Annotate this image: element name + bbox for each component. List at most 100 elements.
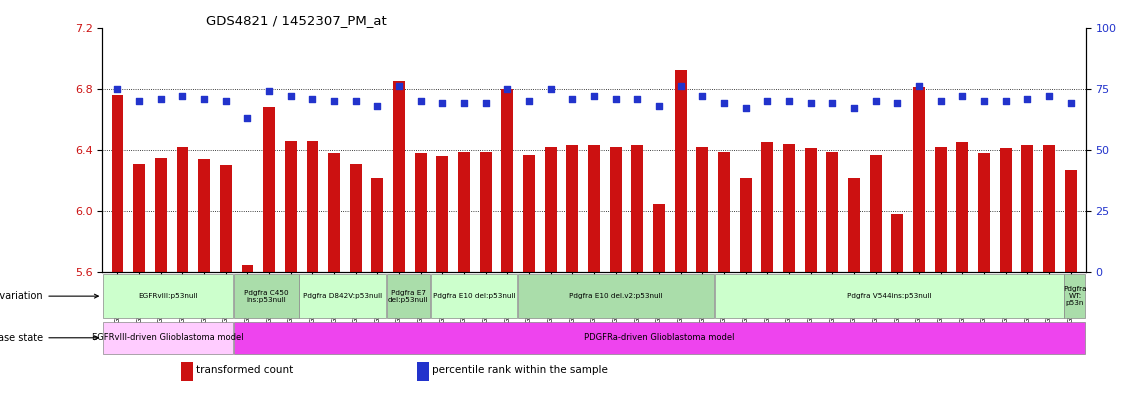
Bar (545, 147, 557, 272)
Point (866, 98, 885, 104)
Bar (848, 178, 860, 272)
Bar (431, 274, 517, 318)
Point (304, 95, 322, 102)
Point (196, 95, 214, 102)
Bar (176, 147, 189, 272)
Text: Pdgfra V544ins:p53null: Pdgfra V544ins:p53null (847, 293, 931, 299)
Bar (350, 164, 362, 272)
Bar (1043, 145, 1055, 272)
Bar (307, 141, 318, 272)
Point (1062, 100, 1080, 107)
Text: GDS4821 / 1452307_PM_at: GDS4821 / 1452307_PM_at (206, 15, 387, 28)
Point (758, 98, 777, 104)
Bar (102, 321, 233, 354)
Point (672, 83, 690, 90)
Bar (133, 164, 146, 272)
Point (412, 98, 430, 104)
Point (607, 95, 625, 102)
Text: Pdgfra C450
ins:p53null: Pdgfra C450 ins:p53null (244, 290, 289, 303)
Bar (715, 274, 1063, 318)
Point (802, 100, 820, 107)
Bar (588, 145, 600, 272)
Bar (674, 70, 687, 272)
Bar (935, 147, 947, 272)
Point (239, 115, 257, 121)
Bar (1064, 274, 1086, 318)
Text: Pdgfra E10 del:p53null: Pdgfra E10 del:p53null (432, 293, 515, 299)
Bar (234, 321, 1086, 354)
Point (974, 98, 993, 104)
Point (845, 105, 863, 112)
Bar (740, 178, 752, 272)
Bar (437, 156, 448, 272)
Bar (762, 142, 773, 272)
Bar (372, 178, 383, 272)
Point (629, 95, 647, 102)
Bar (783, 144, 795, 272)
Text: EGFRvIII:p53null: EGFRvIII:p53null (139, 293, 198, 299)
Bar (1021, 145, 1034, 272)
Point (780, 98, 798, 104)
Point (325, 98, 343, 104)
Bar (417, 362, 429, 381)
Point (823, 100, 841, 107)
Bar (609, 147, 622, 272)
Bar (415, 153, 426, 272)
Point (455, 100, 473, 107)
Bar (827, 152, 838, 272)
Text: transformed count: transformed count (196, 365, 293, 375)
Point (715, 100, 733, 107)
Bar (102, 274, 233, 318)
Bar (653, 204, 665, 272)
Bar (1064, 170, 1077, 272)
Bar (111, 95, 124, 272)
Point (563, 95, 581, 102)
Point (1040, 93, 1059, 99)
Bar (263, 107, 275, 272)
Bar (697, 147, 708, 272)
Bar (956, 142, 969, 272)
Point (108, 86, 126, 92)
Point (1019, 95, 1037, 102)
Point (130, 98, 148, 104)
Bar (241, 265, 254, 272)
Bar (805, 149, 816, 272)
Point (888, 100, 906, 107)
Point (282, 93, 300, 99)
Text: percentile rank within the sample: percentile rank within the sample (432, 365, 607, 375)
Bar (393, 81, 405, 272)
Point (520, 98, 538, 104)
Point (173, 93, 191, 99)
Bar (978, 153, 990, 272)
Point (997, 98, 1015, 104)
Point (650, 103, 669, 109)
Bar (155, 158, 167, 272)
Bar (458, 152, 470, 272)
Bar (518, 274, 714, 318)
Bar (719, 152, 730, 272)
Text: disease state: disease state (0, 333, 98, 343)
Point (433, 100, 451, 107)
Point (390, 83, 408, 90)
Bar (566, 145, 579, 272)
Text: Pdgfra
WT:
p53n: Pdgfra WT: p53n (1063, 286, 1087, 306)
Bar (891, 214, 903, 272)
Point (217, 98, 235, 104)
Bar (329, 153, 340, 272)
Text: Pdgfra D842V:p53null: Pdgfra D842V:p53null (304, 293, 382, 299)
Bar (299, 274, 387, 318)
Point (476, 100, 495, 107)
Text: PDGFRa-driven Glioblastoma model: PDGFRa-driven Glioblastoma model (584, 333, 735, 342)
Bar (870, 154, 881, 272)
Point (498, 86, 516, 92)
Point (368, 103, 387, 109)
Bar (631, 145, 644, 272)
Point (347, 98, 365, 104)
Point (931, 98, 949, 104)
Text: Pdgfra E10 del.v2:p53null: Pdgfra E10 del.v2:p53null (570, 293, 663, 299)
Point (953, 93, 971, 99)
Bar (181, 362, 193, 381)
Point (541, 86, 559, 92)
Point (910, 83, 928, 90)
Point (260, 88, 279, 94)
